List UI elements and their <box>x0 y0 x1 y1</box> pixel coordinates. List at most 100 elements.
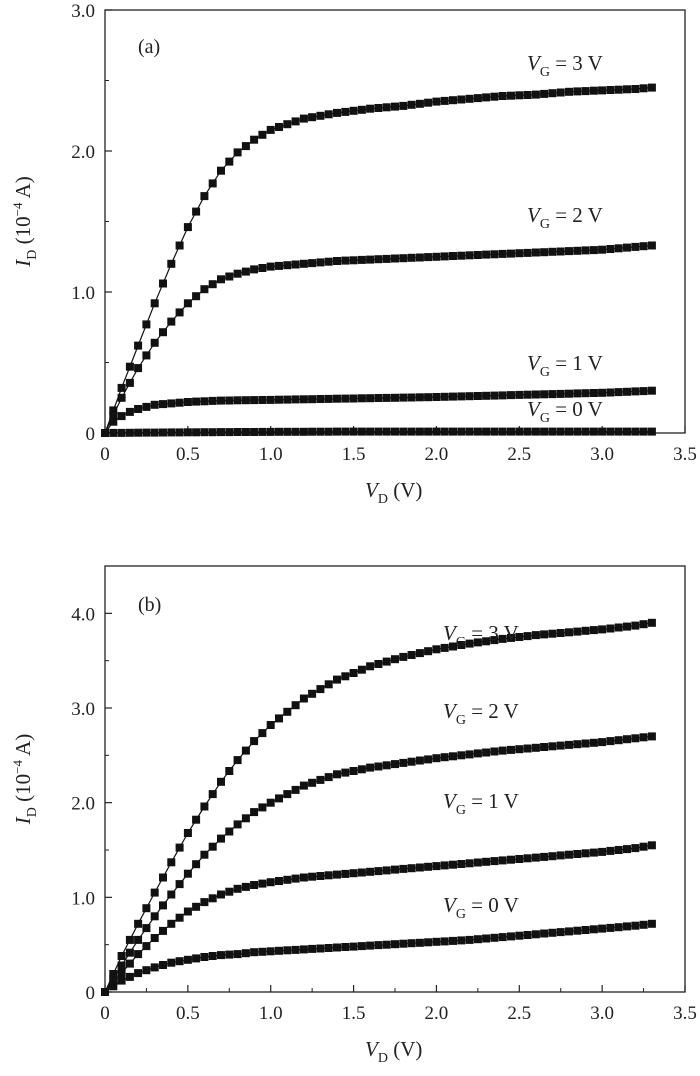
data-point <box>531 390 540 399</box>
data-point <box>614 427 623 436</box>
data-point <box>515 427 524 436</box>
data-point <box>333 257 341 265</box>
data-point <box>241 396 250 405</box>
data-point <box>299 945 308 954</box>
data-point <box>266 798 275 807</box>
data-point <box>134 405 143 413</box>
data-point <box>531 743 540 752</box>
data-point <box>324 871 333 880</box>
data-point <box>200 285 209 294</box>
data-point <box>573 427 582 436</box>
data-point <box>117 412 126 421</box>
data-point <box>490 250 499 259</box>
data-point <box>515 390 524 399</box>
data-point <box>349 427 358 436</box>
x-axis-label: VD (V) <box>365 1037 422 1066</box>
x-tick-label: 3.5 <box>673 444 697 465</box>
data-point <box>556 928 565 937</box>
data-point <box>183 955 192 964</box>
data-point <box>382 393 391 402</box>
data-point <box>490 427 499 436</box>
data-point <box>366 394 375 403</box>
data-point <box>507 391 515 400</box>
data-point <box>573 246 582 255</box>
data-point <box>258 879 267 888</box>
data-point <box>250 428 259 436</box>
data-point <box>647 919 656 928</box>
data-point <box>233 396 242 405</box>
data-point <box>125 959 134 968</box>
data-point <box>465 859 474 868</box>
data-point <box>382 254 391 263</box>
data-point <box>308 944 317 953</box>
x-tick-label: 2.5 <box>507 444 531 465</box>
data-point <box>333 427 341 436</box>
data-point <box>631 387 640 396</box>
data-point <box>308 778 317 787</box>
data-point <box>473 749 482 758</box>
data-point <box>482 934 491 943</box>
data-point <box>208 280 217 289</box>
data-point <box>407 864 416 873</box>
data-point <box>548 427 557 436</box>
data-point <box>324 680 333 689</box>
data-point <box>233 950 242 959</box>
data-point <box>117 961 126 970</box>
data-point <box>589 389 598 397</box>
series-label: VG = 0 V <box>443 893 519 922</box>
data-point <box>349 869 358 878</box>
data-point <box>639 387 648 396</box>
x-tick-label: 1.0 <box>259 444 283 465</box>
data-point <box>159 901 167 910</box>
data-point <box>556 389 565 398</box>
data-point <box>283 790 292 799</box>
data-point <box>183 869 192 878</box>
data-point <box>357 868 366 877</box>
x-tick-label: 3.5 <box>673 1003 697 1024</box>
data-point <box>473 638 482 647</box>
data-point <box>407 253 416 262</box>
data-point <box>473 935 482 944</box>
data-point <box>457 427 466 436</box>
data-point <box>631 734 640 743</box>
x-tick-label: 2.0 <box>425 1003 449 1024</box>
data-point <box>117 976 126 985</box>
x-tick-label: 2.5 <box>507 1003 531 1024</box>
data-point <box>623 387 631 396</box>
data-point <box>175 398 184 407</box>
data-point <box>183 223 192 232</box>
data-point <box>639 733 648 742</box>
series-label: VG = 2 V <box>527 203 603 232</box>
data-point <box>606 86 615 94</box>
data-point <box>324 427 333 436</box>
data-point <box>531 90 540 99</box>
data-point <box>540 248 549 257</box>
data-point <box>589 738 598 747</box>
data-point <box>299 114 308 123</box>
data-point <box>275 877 283 885</box>
data-point <box>125 972 134 981</box>
data-point <box>647 241 656 250</box>
data-point <box>631 85 640 93</box>
data-point <box>217 777 225 786</box>
data-point <box>647 83 656 92</box>
data-point <box>142 351 151 360</box>
data-point <box>473 392 482 400</box>
data-point <box>283 707 292 716</box>
data-point <box>125 428 134 437</box>
x-tick-label: 1.0 <box>259 1003 283 1024</box>
panel-label: (a) <box>138 36 160 58</box>
data-point <box>374 660 383 668</box>
data-point <box>142 924 151 933</box>
data-point <box>606 624 615 633</box>
data-point <box>217 834 225 843</box>
data-point <box>515 745 524 754</box>
data-point <box>498 634 507 643</box>
data-point <box>341 672 350 681</box>
data-point <box>606 846 615 855</box>
data-point <box>565 740 573 749</box>
data-point <box>374 104 383 112</box>
data-point <box>548 742 557 751</box>
data-point <box>531 631 540 640</box>
data-point <box>101 429 109 437</box>
